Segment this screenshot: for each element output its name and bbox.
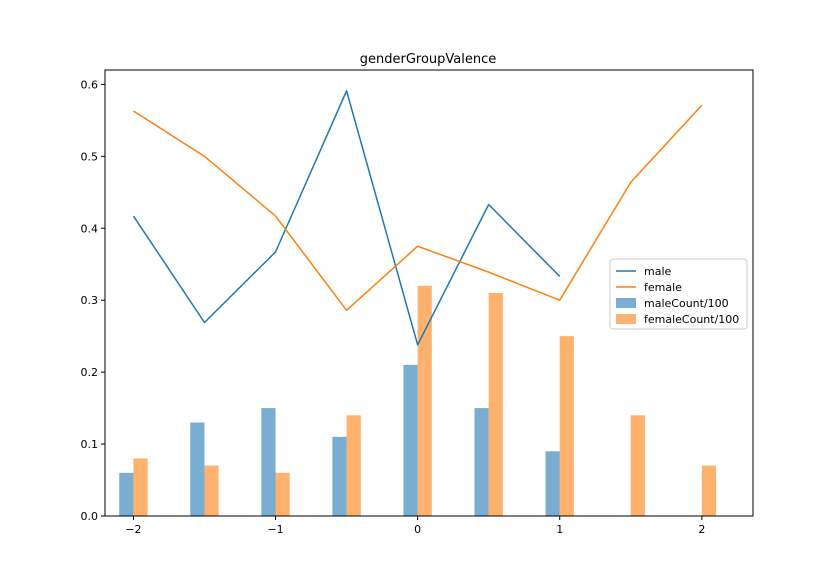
y-tick-label: 0.4 bbox=[81, 222, 99, 235]
legend: male female maleCount/100 femaleCount/100 bbox=[609, 258, 748, 330]
bar-femalecount-6 bbox=[559, 336, 574, 516]
y-tick-label: 0.1 bbox=[81, 438, 99, 451]
y-tick-label: 0.2 bbox=[81, 366, 99, 379]
bar-malecount-3 bbox=[332, 436, 347, 516]
chart-title: genderGroupValence bbox=[360, 52, 497, 67]
x-tick-label: −1 bbox=[267, 523, 283, 536]
bar-malecount-2 bbox=[261, 408, 276, 516]
bar-femalecount-0 bbox=[133, 458, 148, 516]
y-tick-label: 0.6 bbox=[81, 78, 99, 91]
line-male bbox=[132, 90, 561, 346]
bar-femalecount-3 bbox=[346, 415, 361, 516]
legend-swatch-femalecount bbox=[616, 314, 636, 324]
bar-femalecount-1 bbox=[204, 465, 219, 516]
legend-label: male bbox=[644, 265, 672, 278]
bar-malecount-5 bbox=[474, 408, 489, 516]
bar-femalecount-4 bbox=[417, 285, 432, 516]
x-tick-label: 0 bbox=[414, 523, 421, 536]
axes: −2 −1 0 1 2 0.0 0.1 0.2 0.3 0.4 0.5 0.6 bbox=[81, 69, 754, 536]
bar-malecount-4 bbox=[403, 364, 418, 516]
y-tick-label: 0.3 bbox=[81, 294, 99, 307]
bar-femalecount-5 bbox=[488, 293, 503, 516]
bar-malecount-0 bbox=[119, 472, 134, 516]
bar-malecount-6 bbox=[545, 451, 560, 516]
x-tick-label: 2 bbox=[698, 523, 705, 536]
plot-area bbox=[119, 90, 717, 516]
line-female bbox=[133, 104, 703, 312]
legend-label: maleCount/100 bbox=[644, 297, 729, 310]
legend-label: femaleCount/100 bbox=[644, 313, 739, 326]
legend-swatch-malecount bbox=[616, 298, 636, 308]
legend-box bbox=[609, 258, 748, 330]
legend-label: female bbox=[644, 281, 682, 294]
y-tick-label: 0.0 bbox=[81, 510, 99, 523]
y-tick-label: 0.5 bbox=[81, 150, 99, 163]
bar-femalecount-2 bbox=[275, 472, 290, 516]
bar-malecount-1 bbox=[190, 422, 205, 516]
x-tick-label: 1 bbox=[556, 523, 563, 536]
axes-frame bbox=[104, 69, 754, 517]
x-tick-label: −2 bbox=[125, 523, 141, 536]
bar-femalecount-7 bbox=[630, 415, 645, 516]
bar-femalecount-8 bbox=[701, 465, 717, 516]
